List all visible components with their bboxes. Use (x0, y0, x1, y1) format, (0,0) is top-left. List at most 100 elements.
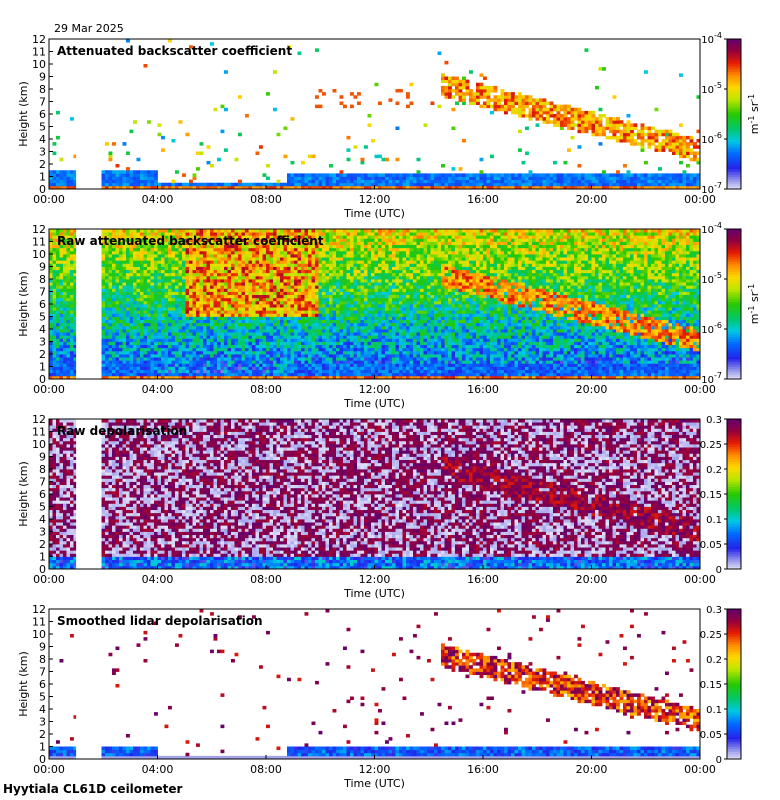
heatmap-cell (119, 322, 123, 327)
heatmap-cell (504, 182, 508, 187)
heatmap-cell (119, 350, 123, 355)
heatmap-cell (105, 372, 109, 377)
heatmap-cell (115, 297, 120, 302)
heatmap-cell (238, 241, 242, 246)
heatmap-cell (66, 254, 71, 258)
heatmap-cell (238, 282, 242, 286)
heatmap-cell (227, 332, 232, 336)
heatmap-cell (63, 244, 67, 249)
heatmap-cell (192, 241, 197, 246)
heatmap-cell (381, 185, 386, 190)
heatmap-cell (434, 179, 438, 184)
heatmap-cell (164, 354, 169, 358)
heatmap-cell (290, 347, 295, 352)
heatmap-cell (273, 282, 277, 286)
heatmap-cell (518, 129, 522, 134)
heatmap-cell (210, 241, 214, 246)
heatmap-cell (52, 182, 57, 187)
heatmap-cell (185, 238, 190, 242)
heatmap-cell (143, 238, 148, 242)
heatmap-cell (696, 145, 701, 149)
heatmap-cell (311, 347, 316, 352)
heatmap-cell (276, 350, 281, 355)
heatmap-cell (154, 363, 158, 367)
heatmap-cell (525, 101, 529, 106)
heatmap-cell (63, 347, 67, 352)
heatmap-cell (66, 347, 71, 352)
heatmap-cell (297, 300, 302, 305)
heatmap-cell (63, 185, 67, 190)
heatmap-cell (157, 329, 162, 333)
heatmap-cell (514, 107, 519, 112)
heatmap-cell (329, 164, 333, 168)
heatmap-cell (227, 254, 232, 258)
heatmap-cell (675, 132, 680, 137)
heatmap-cell (161, 232, 165, 236)
heatmap-cell (234, 307, 239, 311)
heatmap-cell (136, 366, 141, 371)
heatmap-cell (171, 363, 176, 367)
heatmap-cell (234, 363, 239, 367)
heatmap-cell (161, 338, 165, 342)
heatmap-cell (304, 275, 309, 280)
heatmap-cell (227, 369, 232, 374)
heatmap-cell (52, 310, 57, 314)
heatmap-cell (444, 185, 449, 190)
heatmap-cell (49, 238, 53, 242)
heatmap-cell (108, 291, 113, 296)
heatmap-cell (546, 179, 550, 184)
heatmap-cell (105, 338, 109, 342)
heatmap-cell (241, 360, 246, 364)
heatmap-cell (157, 235, 162, 239)
heatmap-cell (126, 272, 130, 277)
heatmap-cell (105, 313, 109, 317)
heatmap-cell (196, 269, 200, 274)
heatmap-cell (168, 366, 172, 371)
heatmap-cell (143, 347, 148, 352)
heatmap-cell (105, 335, 109, 339)
heatmap-cell (521, 182, 526, 187)
heatmap-cell (280, 347, 284, 352)
heatmap-cell (252, 235, 256, 239)
heatmap-cell (301, 357, 305, 361)
heatmap-cell (609, 120, 613, 124)
heatmap-cell (238, 229, 242, 233)
heatmap-cell (147, 310, 151, 314)
heatmap-cell (210, 42, 214, 46)
heatmap-cell (161, 325, 165, 330)
heatmap-cell (105, 250, 109, 255)
heatmap-cell (150, 257, 155, 261)
heatmap-cell (315, 372, 319, 377)
heatmap-cell (490, 182, 494, 187)
heatmap-cell (119, 176, 123, 181)
heatmap-cell (266, 272, 270, 277)
colorbar-swatch (727, 144, 741, 147)
heatmap-cell (528, 182, 533, 187)
colorbar-swatch (727, 171, 741, 175)
heatmap-cell (518, 173, 522, 177)
heatmap-cell (196, 310, 200, 314)
heatmap-cell (276, 313, 281, 317)
heatmap-cell (238, 232, 242, 236)
heatmap-cell (262, 319, 267, 324)
heatmap-cell (633, 142, 638, 146)
heatmap-cell (304, 176, 309, 181)
heatmap-cell (217, 266, 221, 271)
heatmap-cell (171, 350, 176, 355)
heatmap-cell (63, 260, 67, 264)
heatmap-cell (178, 341, 183, 346)
heatmap-cell (164, 272, 169, 277)
heatmap-cell (126, 247, 130, 252)
heatmap-cell (451, 79, 456, 84)
heatmap-cell (350, 179, 354, 184)
heatmap-cell (469, 70, 473, 74)
heatmap-cell (682, 139, 687, 143)
heatmap-cell (73, 241, 78, 246)
heatmap-cell (245, 297, 249, 302)
heatmap-cell (150, 360, 155, 364)
heatmap-cell (308, 307, 312, 311)
heatmap-cell (276, 310, 281, 314)
heatmap-cell (112, 304, 116, 308)
heatmap-cell (304, 288, 309, 292)
heatmap-cell (241, 232, 246, 236)
